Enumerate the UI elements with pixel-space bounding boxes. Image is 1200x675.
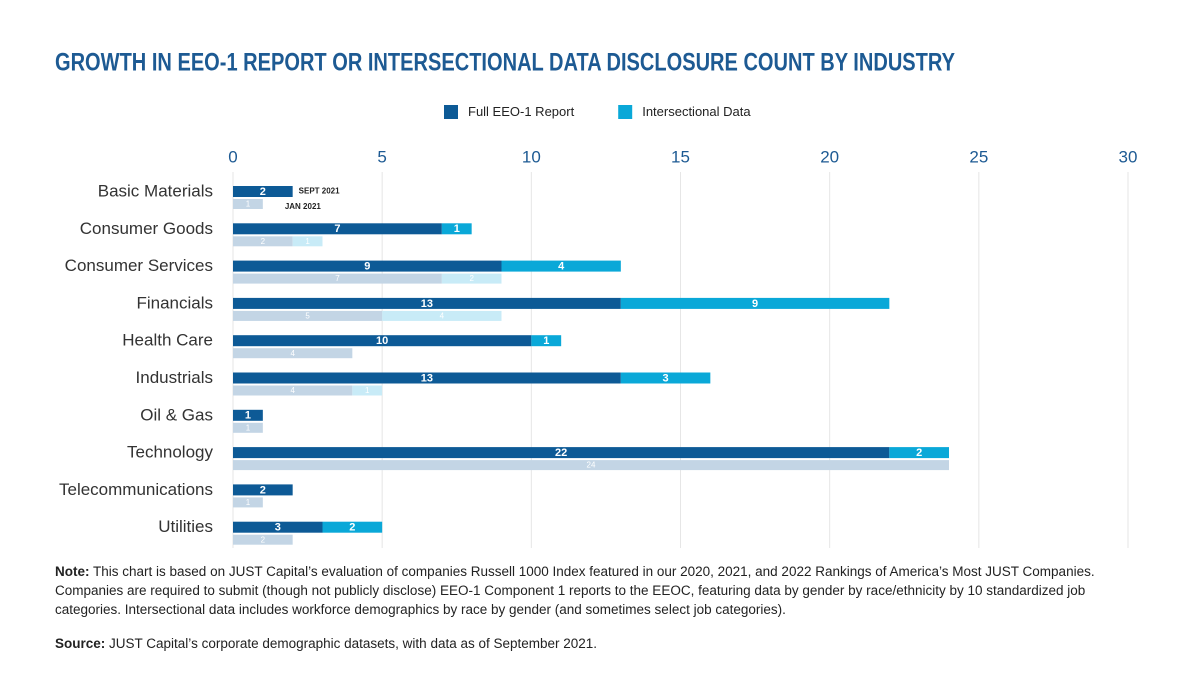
legend-swatch	[444, 105, 458, 119]
prior-bar-segment	[233, 422, 263, 433]
chart-title: GROWTH IN EEO-1 REPORT OR INTERSECTIONAL…	[55, 49, 955, 77]
bar-segment	[441, 223, 472, 235]
prior-bar-segment	[441, 273, 502, 284]
bar-segment	[889, 447, 949, 459]
data-label: 2	[261, 237, 266, 246]
bar-segment	[501, 260, 621, 272]
data-label: 22	[555, 447, 567, 459]
period-annotation: JAN 2021	[285, 202, 322, 211]
data-label: 13	[421, 372, 433, 384]
bar-segment	[233, 447, 890, 459]
period-annotation: SEPT 2021	[299, 187, 340, 196]
bar-segment	[531, 335, 562, 347]
prior-bar-segment	[233, 236, 293, 247]
data-label: 9	[364, 261, 370, 273]
data-label: 3	[663, 372, 669, 384]
data-label: 24	[587, 461, 596, 470]
category-label: Utilities	[158, 517, 213, 536]
category-label: Industrials	[136, 368, 213, 387]
category-label: Basic Materials	[98, 181, 213, 200]
data-label: 2	[261, 535, 266, 544]
bar-segment	[233, 484, 293, 496]
category-label: Consumer Services	[65, 256, 213, 275]
data-label: 10	[376, 335, 388, 347]
data-label: 2	[349, 522, 355, 534]
data-label: 4	[290, 349, 295, 358]
data-label: 3	[275, 522, 281, 534]
x-tick-label: 0	[228, 147, 237, 166]
data-label: 1	[245, 410, 251, 422]
data-label: 1	[246, 200, 251, 209]
data-label: 2	[469, 274, 474, 283]
prior-bar-segment	[292, 236, 323, 247]
prior-bar-segment	[233, 199, 263, 209]
legend-label: Full EEO-1 Report	[468, 104, 575, 119]
bar-segment	[233, 409, 263, 421]
note-text: This chart is based on JUST Capital’s ev…	[55, 564, 1095, 617]
category-label: Financials	[136, 293, 213, 312]
category-label: Oil & Gas	[140, 405, 213, 424]
x-tick-label: 10	[522, 147, 541, 166]
data-label: 2	[916, 447, 922, 459]
data-label: 4	[440, 312, 445, 321]
x-tick-label: 20	[820, 147, 839, 166]
bar-segment	[322, 521, 383, 533]
category-label: Consumer Goods	[80, 219, 213, 238]
data-label: 1	[454, 223, 460, 235]
note: Note: This chart is based on JUST Capita…	[55, 562, 1155, 619]
bar-segment	[233, 186, 293, 197]
prior-bar-segment	[233, 497, 263, 508]
category-label: Health Care	[122, 331, 213, 350]
x-tick-label: 5	[377, 147, 386, 166]
legend-label: Intersectional Data	[642, 104, 751, 119]
prior-bar-segment	[233, 534, 293, 545]
prior-bar-segment	[352, 385, 383, 396]
bar-segment	[233, 335, 532, 347]
data-label: 2	[260, 186, 266, 198]
bar-segment	[620, 372, 711, 384]
source-label: Source:	[55, 636, 106, 651]
bar-segment	[233, 223, 442, 235]
data-label: 1	[246, 498, 251, 507]
bar-segment	[233, 297, 621, 309]
prior-bar-segment	[233, 273, 442, 284]
data-label: 7	[335, 274, 340, 283]
data-label: 4	[558, 261, 565, 273]
legend-swatch	[618, 105, 633, 119]
data-label: 2	[260, 484, 266, 496]
note-label: Note:	[55, 564, 90, 579]
data-label: 9	[752, 298, 758, 310]
data-label: 1	[543, 335, 549, 347]
category-label: Technology	[127, 443, 214, 462]
bar-segment	[233, 521, 323, 533]
data-label: 1	[365, 386, 370, 395]
data-label: 13	[421, 298, 433, 310]
prior-bar-segment	[233, 348, 353, 359]
x-tick-label: 30	[1119, 147, 1138, 166]
bar-segment	[233, 372, 621, 384]
data-label: 5	[305, 312, 310, 321]
data-label: 1	[246, 423, 251, 432]
bar-segment	[233, 260, 502, 272]
prior-bar-segment	[233, 310, 383, 321]
data-label: 4	[290, 386, 295, 395]
prior-bar-segment	[233, 460, 949, 471]
data-label: 1	[305, 237, 310, 246]
prior-bar-segment	[233, 385, 353, 396]
source: Source: JUST Capital’s corporate demogra…	[55, 636, 1155, 651]
x-tick-label: 25	[969, 147, 988, 166]
chart: GROWTH IN EEO-1 REPORT OR INTERSECTIONAL…	[55, 49, 1138, 548]
data-label: 7	[334, 223, 340, 235]
bar-segment	[620, 297, 890, 309]
prior-bar-segment	[382, 310, 502, 321]
source-text: JUST Capital’s corporate demographic dat…	[109, 636, 598, 651]
x-tick-label: 15	[671, 147, 690, 166]
category-label: Telecommunications	[59, 480, 213, 499]
